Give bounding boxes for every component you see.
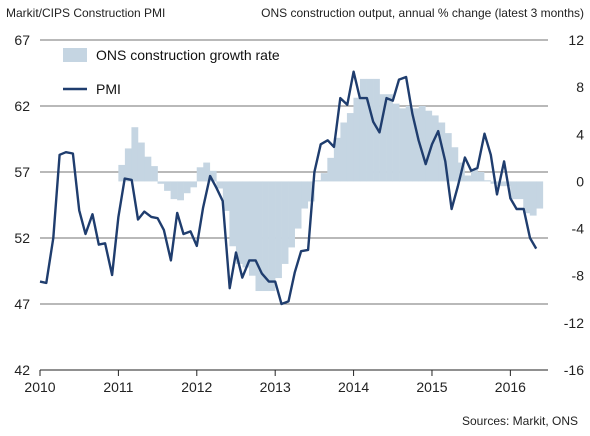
x-tick-label: 2015 <box>416 379 447 395</box>
ons-bar <box>177 181 184 201</box>
ons-bar <box>294 181 302 229</box>
ons-bar <box>118 164 126 182</box>
pmi-line-layer <box>39 70 538 306</box>
ons-bar <box>314 180 322 182</box>
right-axis-title: ONS construction output, annual % change… <box>261 6 584 20</box>
ons-bar <box>523 181 531 214</box>
ons-bar <box>131 127 139 182</box>
ons-bar <box>438 122 446 182</box>
y-right-tick-label: -12 <box>564 315 584 331</box>
ons-bar <box>301 181 309 209</box>
ons-bar <box>425 110 433 182</box>
y-right-tick-label: 12 <box>568 32 584 48</box>
ons-bar <box>281 181 289 264</box>
ons-bar <box>418 106 426 182</box>
ons-bar <box>529 181 537 216</box>
ons-growth-bars <box>118 78 544 292</box>
y-right-tick-label: -4 <box>572 221 585 237</box>
ons-bar <box>307 181 315 202</box>
y-left-tick-label: 62 <box>14 98 30 114</box>
x-tick-label: 2013 <box>260 379 291 395</box>
ons-bar <box>320 173 328 182</box>
ons-bar <box>124 148 132 182</box>
ons-bar <box>379 94 387 182</box>
ons-bar <box>497 181 504 187</box>
ons-bar <box>209 170 217 182</box>
ons-bar <box>164 181 171 191</box>
ons-bar <box>190 181 198 188</box>
ons-bar <box>151 166 158 182</box>
ons-bar <box>536 181 544 209</box>
legend-swatch-ons <box>63 48 87 62</box>
legend-label-pmi: PMI <box>96 81 121 97</box>
ons-bar <box>484 180 491 182</box>
x-tick-label: 2011 <box>103 379 133 395</box>
ons-bar <box>373 78 380 182</box>
ons-bar <box>451 147 459 182</box>
ons-bar <box>144 156 152 182</box>
ons-bar <box>268 181 276 292</box>
left-axis-title: Markit/CIPS Construction PMI <box>6 6 166 20</box>
x-tick-label: 2014 <box>338 379 369 395</box>
ons-bar <box>255 181 263 292</box>
ons-bar <box>137 142 145 182</box>
ons-bar <box>262 181 269 292</box>
ons-bar <box>359 78 367 182</box>
y-left-tick-label: 42 <box>14 362 30 378</box>
ons-bar <box>431 115 439 182</box>
y-left-tick-label: 47 <box>14 296 30 312</box>
ons-bar <box>242 181 250 268</box>
x-tick-label: 2010 <box>24 379 55 395</box>
ons-bar <box>346 113 354 182</box>
y-right-tick-label: 0 <box>576 173 584 189</box>
x-tick-label: 2012 <box>181 379 212 395</box>
ons-bar <box>222 181 230 211</box>
ons-bar <box>170 181 178 200</box>
x-tick-label: 2016 <box>495 379 526 395</box>
y-right-tick-label: -16 <box>564 362 584 378</box>
ons-bar <box>216 181 224 189</box>
sources-note: Sources: Markit, ONS <box>461 414 578 428</box>
ons-bar <box>471 169 478 182</box>
legend-label-ons: ONS construction growth rate <box>96 47 280 63</box>
ons-bar <box>229 181 237 247</box>
axes: 2010 2011 2012 2013 2014 2015 2016 42 47 52 57 62 67… <box>14 32 584 395</box>
pmi-line <box>39 70 538 306</box>
ons-bar <box>248 181 256 276</box>
ons-bar <box>203 162 211 182</box>
legend: ONS construction growth rate PMI <box>63 47 280 97</box>
y-left-tick-label: 52 <box>14 230 30 246</box>
ons-bar <box>327 157 335 182</box>
ons-bar <box>275 181 282 279</box>
ons-bar <box>399 108 406 182</box>
ons-bar <box>288 181 295 248</box>
y-right-tick-label: -8 <box>572 268 585 284</box>
y-left-tick-label: 57 <box>14 164 30 180</box>
y-left-tick-label: 67 <box>14 32 30 48</box>
ons-bar <box>392 103 400 182</box>
ons-bar <box>333 137 341 182</box>
ons-bar <box>510 181 518 200</box>
ons-bar <box>477 172 485 182</box>
ons-bar <box>516 181 524 200</box>
y-right-tick-label: 4 <box>576 126 584 142</box>
ons-bar <box>386 94 393 182</box>
ons-bar <box>353 97 361 182</box>
ons-bar <box>412 108 420 182</box>
ons-bar <box>183 181 191 194</box>
ons-bar <box>340 122 348 182</box>
ons-bar <box>464 175 472 182</box>
ons-bar <box>157 181 165 184</box>
ons-bar <box>405 106 413 182</box>
ons-bar <box>196 167 204 182</box>
y-right-tick-label: 8 <box>576 79 584 95</box>
ons-bar <box>366 78 374 182</box>
ons-bar <box>444 133 452 182</box>
ons-bar <box>235 181 243 264</box>
